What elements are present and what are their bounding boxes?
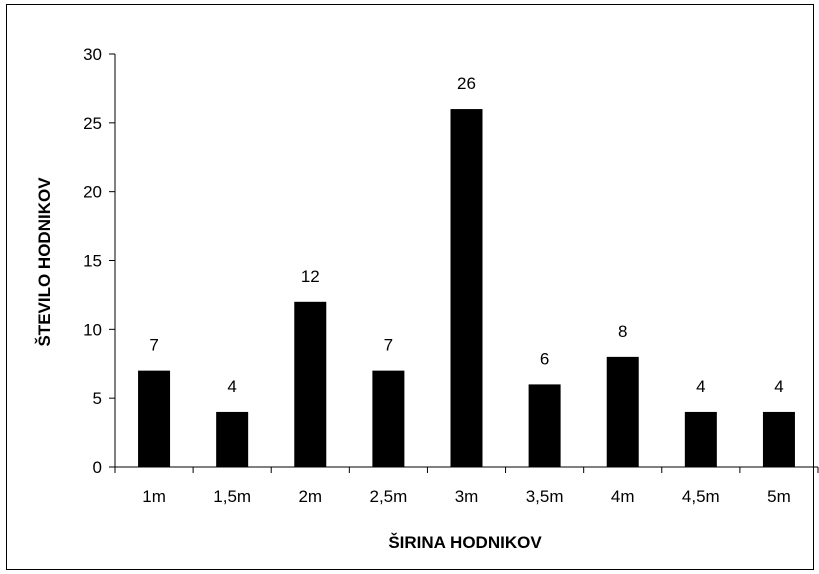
x-tick-label: 2,5m bbox=[369, 487, 407, 506]
bar bbox=[762, 411, 795, 467]
data-label: 7 bbox=[149, 336, 158, 355]
y-tick-label: 20 bbox=[83, 183, 102, 202]
y-tick-label: 10 bbox=[83, 320, 102, 339]
x-axis: 1m 1,5m 2m 2,5m 3m 3,5m 4m 4,5m 5m bbox=[114, 466, 819, 506]
bar bbox=[372, 370, 405, 467]
data-label: 8 bbox=[618, 322, 627, 341]
x-tick-label: 3m bbox=[455, 487, 479, 506]
bar bbox=[528, 384, 561, 467]
x-tick-label: 1m bbox=[142, 487, 166, 506]
y-tick-label: 5 bbox=[93, 389, 102, 408]
x-tick-label: 2m bbox=[298, 487, 322, 506]
data-label: 4 bbox=[696, 377, 705, 396]
x-tick-label: 4m bbox=[611, 487, 635, 506]
y-axis-title: ŠTEVILO HODNIKOV bbox=[35, 177, 54, 347]
data-label: 26 bbox=[457, 74, 476, 93]
x-tick-label: 3,5m bbox=[526, 487, 564, 506]
bar bbox=[606, 356, 639, 467]
data-label: 4 bbox=[227, 377, 236, 396]
data-label: 4 bbox=[774, 377, 783, 396]
y-tick-label: 0 bbox=[93, 458, 102, 477]
bar bbox=[216, 411, 249, 467]
bar bbox=[138, 370, 171, 467]
bar bbox=[684, 411, 717, 467]
data-label: 6 bbox=[540, 349, 549, 368]
y-tick-label: 25 bbox=[83, 114, 102, 133]
data-label: 7 bbox=[384, 336, 393, 355]
y-axis: 0 5 10 15 20 25 30 bbox=[83, 45, 116, 477]
bars: 7 4 12 7 26 6 8 4 4 bbox=[138, 74, 795, 468]
bar bbox=[294, 301, 327, 467]
x-tick-label: 5m bbox=[767, 487, 791, 506]
x-axis-title: ŠIRINA HODNIKOV bbox=[388, 533, 542, 552]
y-tick-label: 15 bbox=[83, 252, 102, 271]
x-tick-label: 1,5m bbox=[213, 487, 251, 506]
bar bbox=[450, 109, 483, 468]
data-label: 12 bbox=[301, 267, 320, 286]
y-tick-label: 30 bbox=[83, 45, 102, 64]
x-tick-label: 4,5m bbox=[682, 487, 720, 506]
chart-area bbox=[6, 4, 814, 570]
